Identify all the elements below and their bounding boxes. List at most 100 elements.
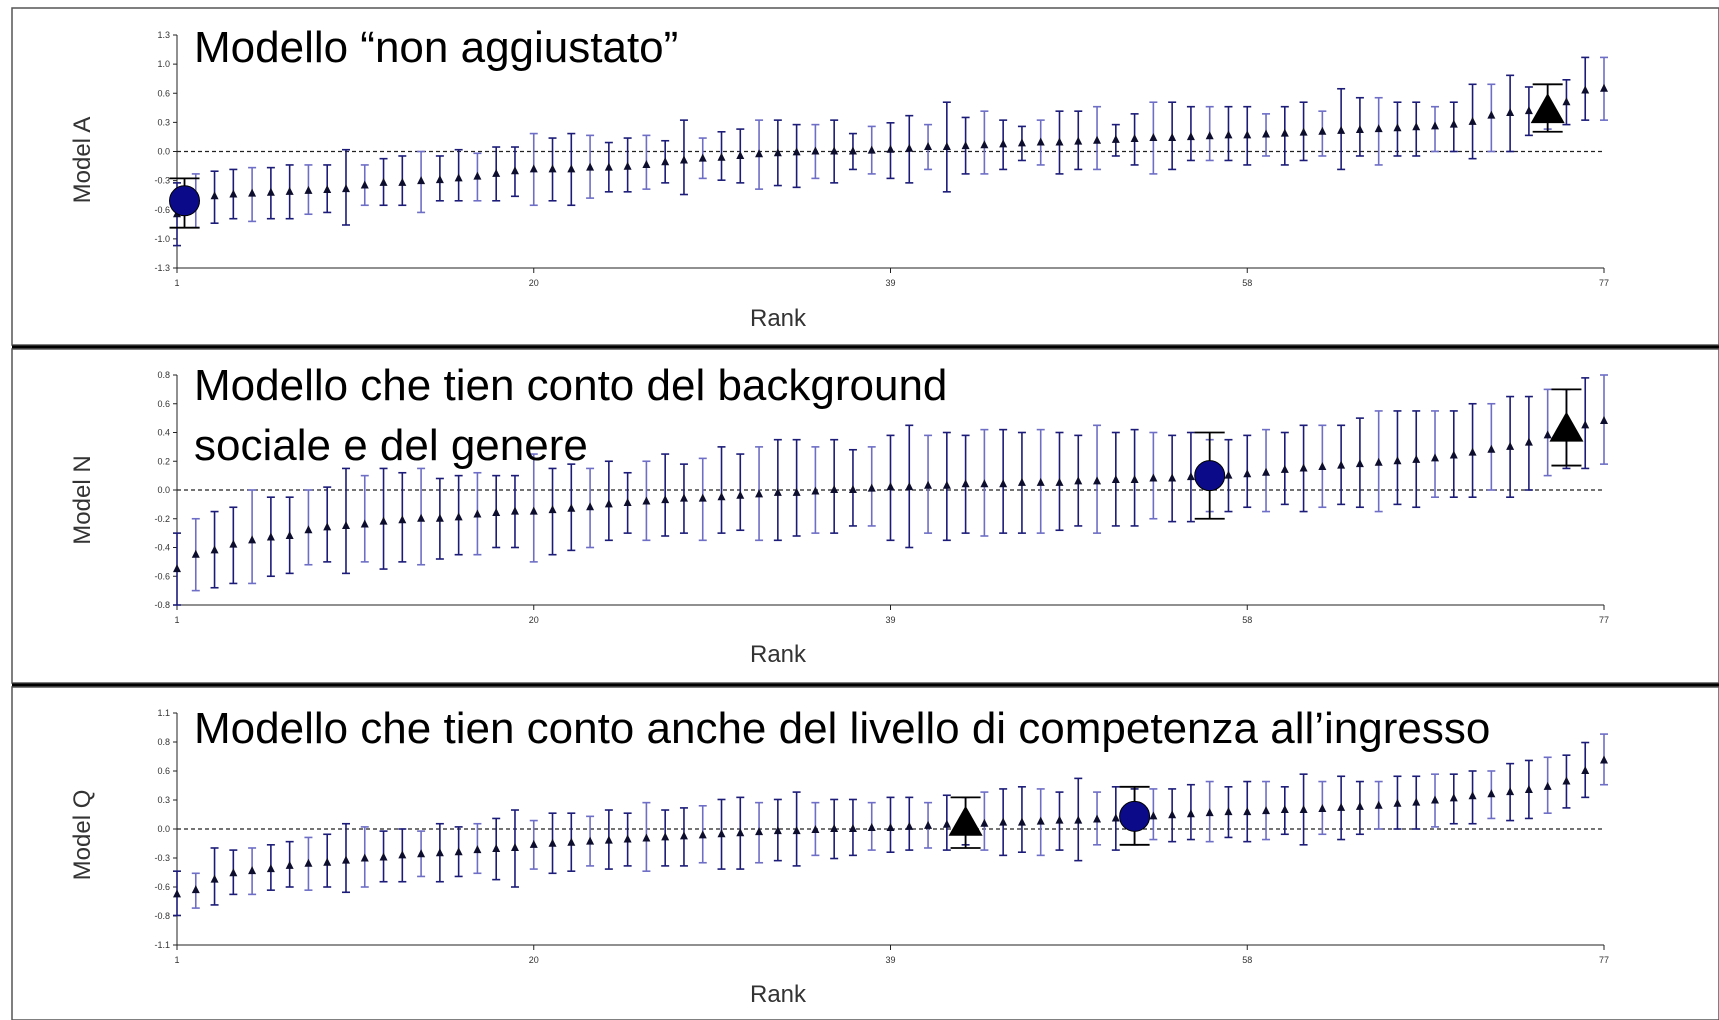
point-marker [1055, 137, 1064, 146]
panel-title-model-n-line-2: sociale e del genere [194, 421, 588, 470]
point-marker [773, 826, 782, 835]
point-marker [341, 520, 350, 529]
point-marker [1036, 477, 1045, 486]
point-marker [1093, 814, 1102, 823]
highlight-circle-marker [169, 185, 201, 217]
point-marker [173, 889, 181, 898]
point-marker [886, 482, 895, 491]
point-marker [1449, 450, 1458, 459]
point-marker [1017, 477, 1026, 486]
y-tick-label: -0.3 [154, 853, 170, 863]
point-marker [848, 146, 857, 155]
point-marker [1431, 795, 1440, 804]
point-marker [1374, 800, 1383, 809]
y-tick-label: 0.6 [157, 88, 170, 98]
point-marker [773, 487, 782, 496]
point-marker [1111, 813, 1120, 822]
point-marker [717, 492, 726, 501]
point-marker [379, 177, 388, 186]
x-tick-label: 20 [529, 955, 539, 965]
point-marker [229, 539, 238, 548]
point-marker [717, 829, 726, 838]
point-marker [623, 834, 632, 843]
point-marker [1600, 83, 1608, 92]
point-marker [792, 826, 801, 835]
point-marker [961, 479, 970, 488]
point-marker [323, 185, 332, 194]
point-marker [435, 848, 444, 857]
point-marker [942, 142, 951, 151]
point-marker [341, 184, 350, 193]
point-marker [867, 822, 876, 831]
point-marker [1149, 811, 1158, 820]
point-marker [848, 824, 857, 832]
highlight-triangle-marker [948, 805, 983, 836]
point-marker [1355, 124, 1364, 133]
x-tick-label: 1 [174, 955, 179, 965]
point-marker [210, 874, 219, 883]
point-marker [642, 833, 651, 842]
x-tick-label: 20 [529, 615, 539, 625]
point-marker [510, 842, 519, 851]
point-marker [266, 532, 275, 541]
point-marker [999, 817, 1008, 826]
panel-model-q: 1.1 0.8 0.6 0.3 0.0 -0.3 -0.6 -0.8 -1.1 1 20 39 58 77… [11, 683, 1719, 1020]
point-marker [586, 836, 595, 845]
point-marker [1318, 803, 1327, 812]
point-marker [642, 159, 651, 168]
panel-frame-model-n [11, 348, 1719, 684]
point-marker [1243, 807, 1252, 816]
point-marker [435, 175, 444, 184]
point-marker [1506, 787, 1515, 796]
point-marker [1280, 464, 1289, 473]
point-marker [1412, 797, 1421, 806]
point-marker [1468, 116, 1477, 125]
point-marker [1468, 791, 1477, 800]
point-marker [191, 549, 200, 558]
point-marker [266, 864, 275, 873]
point-marker [1543, 430, 1552, 439]
point-marker [1412, 454, 1421, 463]
point-marker [435, 513, 444, 522]
y-tick-label: 1.1 [157, 708, 170, 718]
point-marker [417, 176, 426, 185]
point-marker [1431, 121, 1440, 130]
y-tick-label: -0.8 [154, 911, 170, 921]
point-marker [360, 180, 369, 189]
point-marker [1337, 460, 1346, 469]
point-marker [1600, 416, 1608, 424]
point-marker [191, 885, 200, 894]
point-marker [304, 185, 313, 194]
point-marker [642, 496, 651, 505]
x-tick-label: 39 [885, 955, 895, 965]
point-marker [1393, 798, 1402, 807]
y-tick-label: -0.8 [154, 600, 170, 610]
point-marker [1093, 135, 1102, 144]
panel-frame-model-a [11, 7, 1719, 346]
point-marker [1355, 459, 1364, 468]
y-axis-label-model-n: Model N [69, 455, 96, 544]
point-marker [1149, 133, 1158, 142]
point-marker [848, 485, 857, 493]
x-axis-label-model-q: Rank [750, 981, 807, 1008]
point-marker [417, 849, 426, 858]
panel-title-model-a: Modello “non aggiustato” [194, 23, 678, 72]
point-marker [398, 177, 407, 186]
point-marker [1224, 130, 1233, 139]
point-marker [1017, 138, 1026, 147]
point-marker [792, 147, 801, 156]
point-marker [980, 818, 989, 827]
y-tick-label: -0.6 [154, 882, 170, 892]
point-marker [492, 844, 501, 853]
plot-area-model-q: 1.1 0.8 0.6 0.3 0.0 -0.3 -0.6 -0.8 -1.1 1 20 39 58 77 [154, 708, 1609, 965]
x-axis-label-model-n: Rank [750, 641, 807, 668]
point-marker [1262, 467, 1271, 476]
point-marker [548, 505, 557, 514]
point-marker [567, 837, 576, 846]
point-marker [1186, 472, 1195, 481]
point-marker [548, 164, 557, 173]
y-tick-label: -0.6 [154, 571, 170, 581]
point-marker [1168, 810, 1177, 819]
point-marker [1318, 462, 1327, 470]
